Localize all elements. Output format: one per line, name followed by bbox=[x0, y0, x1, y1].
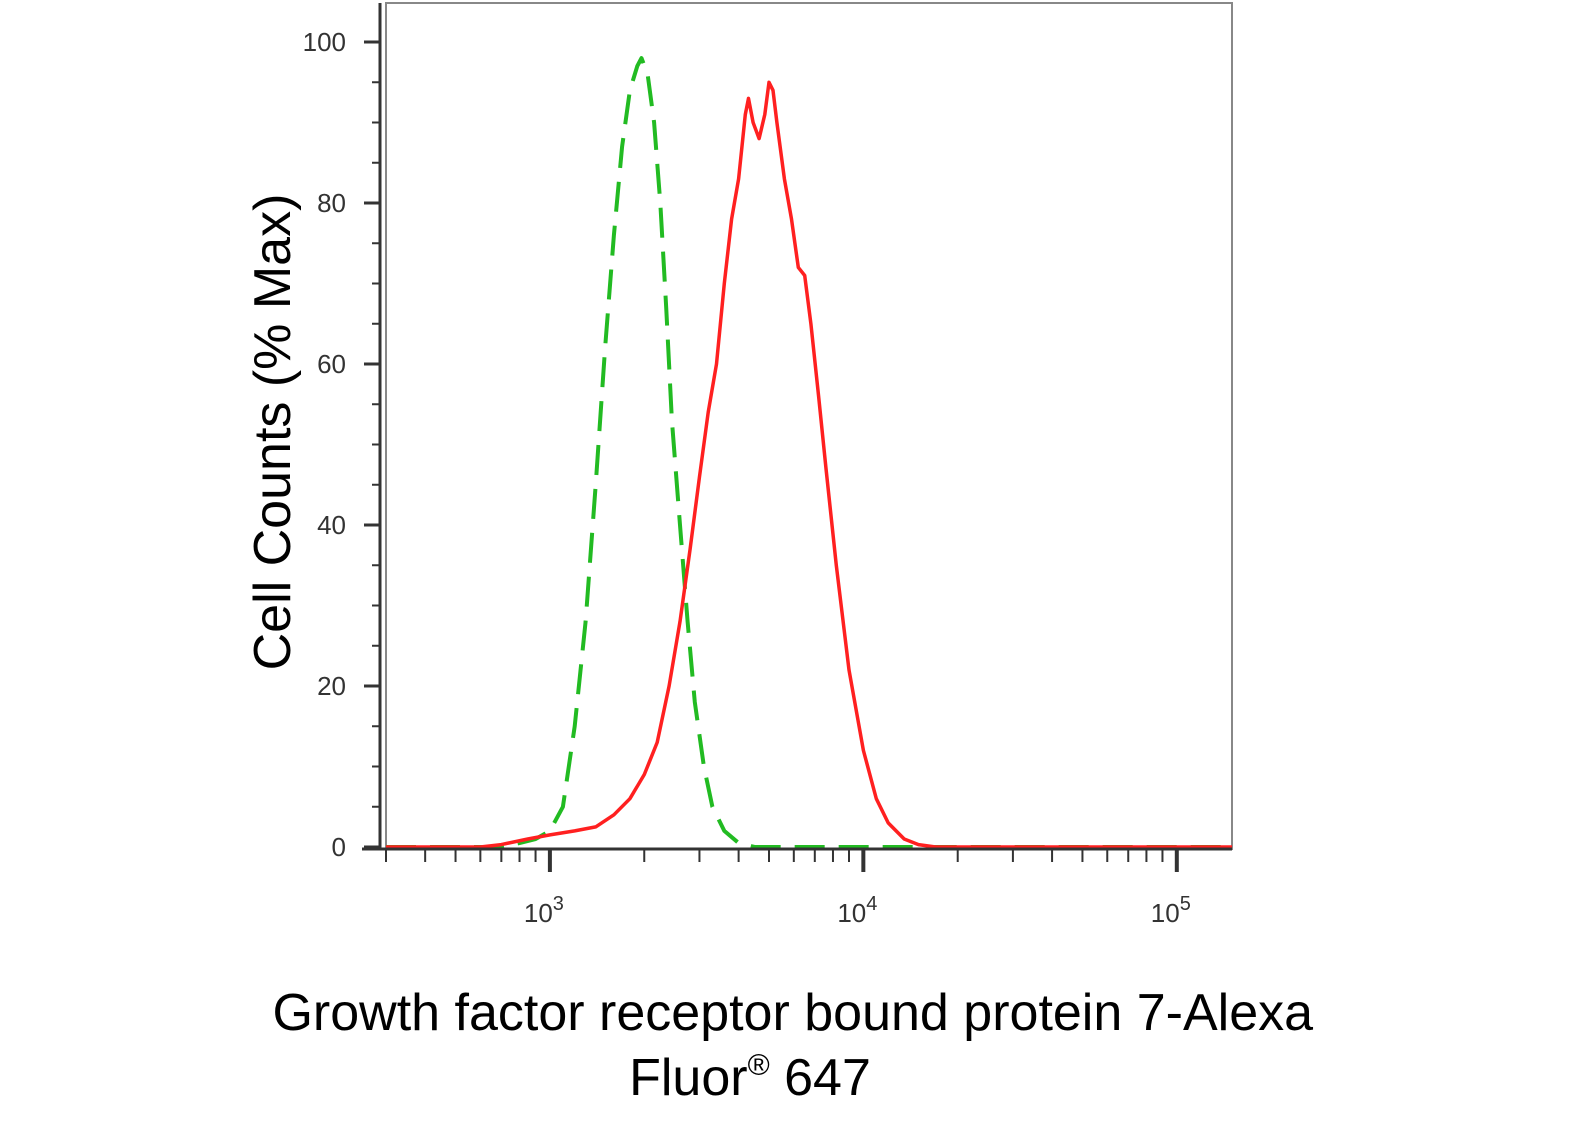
x-tick-label: 104 bbox=[837, 893, 877, 928]
plot-frame bbox=[385, 2, 1233, 850]
series-line-dashed-green bbox=[386, 56, 1232, 849]
y-tick-label: 40 bbox=[317, 510, 346, 540]
y-tick-label: 60 bbox=[317, 349, 346, 379]
y-tick-label: 20 bbox=[317, 671, 346, 701]
x-axis-title-line-1: Growth factor receptor bound protein 7-A… bbox=[272, 984, 1313, 1042]
y-tick-label: 100 bbox=[303, 27, 346, 57]
x-axis-title: Growth factor receptor bound protein 7-A… bbox=[272, 984, 1327, 1107]
registered-mark: ® bbox=[748, 1049, 770, 1082]
x-ticks: 103 104 105 bbox=[385, 849, 1191, 928]
x-axis-title-line-2: Fluor bbox=[629, 1049, 747, 1107]
y-tick-label: 0 bbox=[332, 832, 346, 862]
x-axis-title-line-2-suffix: 647 bbox=[770, 1049, 871, 1107]
y-tick-label: 80 bbox=[317, 188, 346, 218]
series-line-solid-red bbox=[386, 80, 1232, 849]
y-ticks: 0 20 40 60 80 100 bbox=[303, 27, 380, 862]
x-tick-label: 103 bbox=[524, 893, 564, 928]
y-axis-title: Cell Counts (% Max) bbox=[244, 194, 302, 671]
series-layer bbox=[386, 56, 1232, 849]
x-tick-label: 105 bbox=[1151, 893, 1191, 928]
